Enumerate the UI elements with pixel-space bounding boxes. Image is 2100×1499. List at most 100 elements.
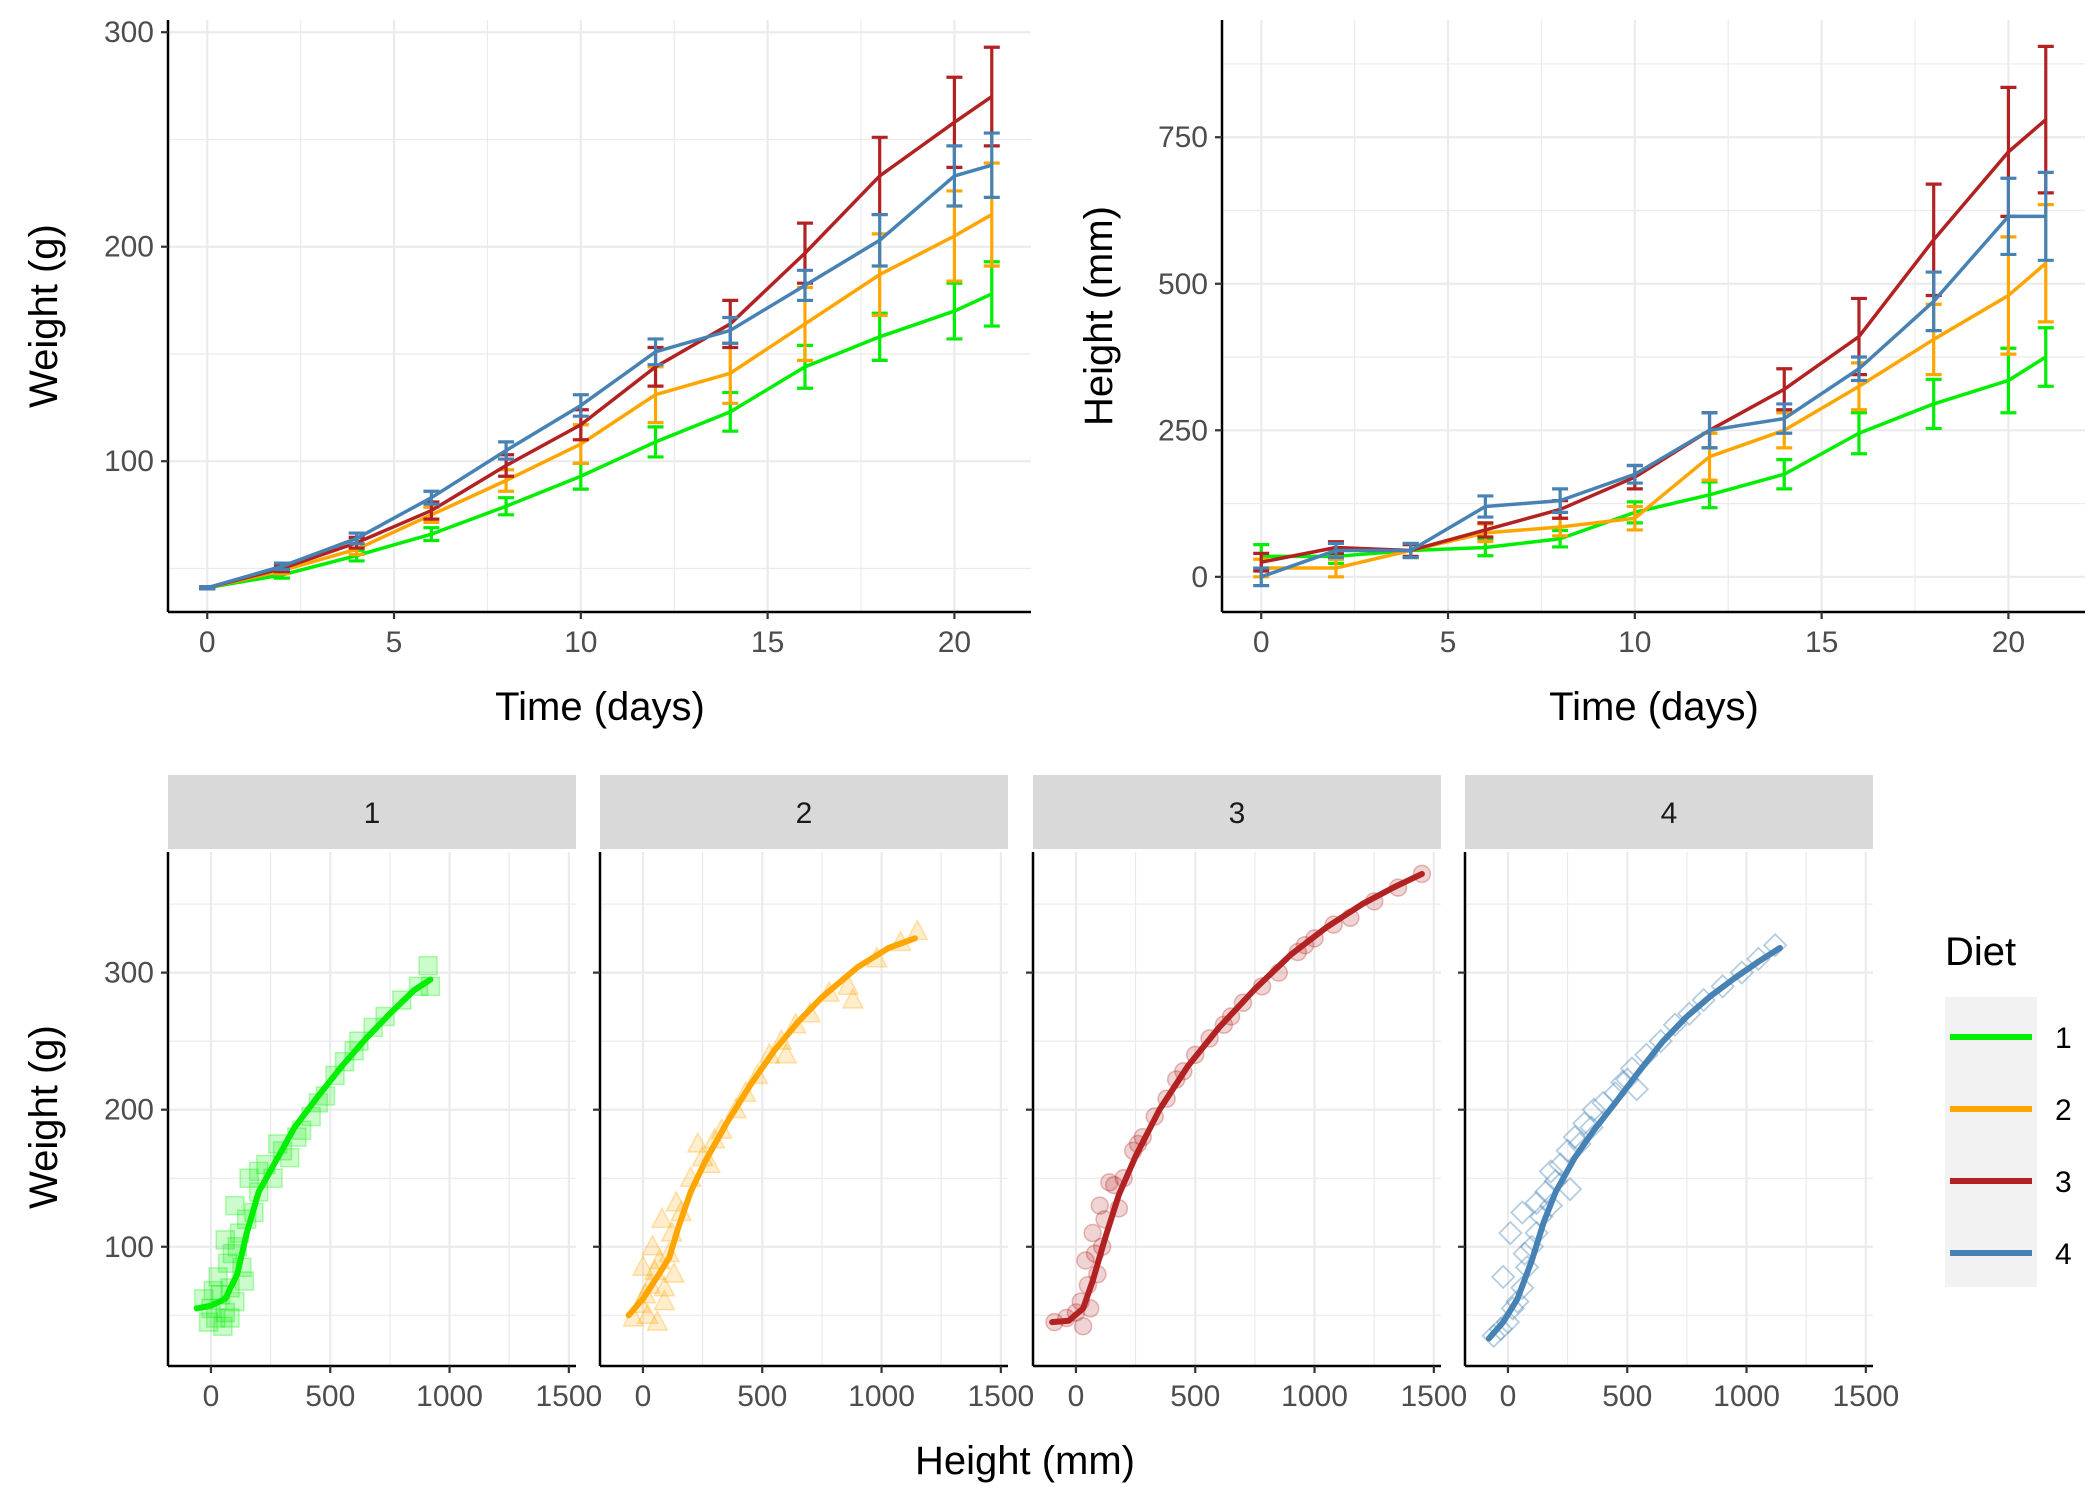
facet-strip-3 [1033,775,1441,849]
data-point [215,1302,236,1323]
facet-3-x-tick-label: 1000 [1281,1380,1348,1413]
height-time-panel: 0 5 10 15 20 0 250 500 750 Time (days) Height (mm) [1077,20,2085,729]
data-point [1581,1097,1607,1122]
data-point [203,1280,224,1301]
height-time-y-axis-title: Height (mm) [1077,206,1121,426]
facet-2-x-tick-label: 1500 [967,1380,1034,1413]
data-point [1490,1264,1516,1290]
facet-strip-1 [168,775,576,849]
smooth-line [1049,870,1425,1326]
facet-1-y-tick-label: 200 [104,1094,154,1127]
data-point [1548,1152,1573,1177]
facet-3-x-tick-label: 1500 [1400,1380,1467,1413]
series-line [206,95,993,590]
facet-strip-2 [600,775,1008,849]
legend-label-3: 3 [2055,1166,2072,1199]
facet-4-x-tick-label: 1500 [1832,1380,1899,1413]
smooth-line [625,935,918,1319]
data-point [1488,1316,1514,1342]
data-point [1505,1289,1530,1314]
facet-panel-1: 1 0 500 1000 1500 100 200 300 [104,775,602,1413]
data-point [653,1275,676,1297]
data-point [631,1254,655,1277]
weight-height-facets: 1 0 500 1000 1500 100 200 300 2 0 500 1000 1500 3 0 500… [22,775,1899,1483]
weight-time-y-tick-label: 100 [104,445,154,478]
facet-strip-label: 3 [1229,797,1246,830]
legend-item-1: 1 [1950,1022,2072,1055]
height-time-y-tick-label: 0 [1191,561,1208,594]
data-point [686,1131,710,1153]
facets-x-axis-title: Height (mm) [915,1439,1135,1483]
series-line [206,292,993,590]
weight-time-x-tick-label: 5 [386,626,403,659]
data-point [665,1190,688,1212]
height-time-x-tick-label: 15 [1805,626,1838,659]
facet-2-x-tick-label: 0 [635,1380,652,1413]
data-point [1076,1251,1095,1270]
data-point [208,1267,228,1287]
facet-1-y-tick-label: 100 [104,1231,154,1264]
data-point [1083,1223,1102,1243]
data-point [662,1261,686,1283]
data-point [220,1308,240,1328]
data-point [774,1042,798,1064]
data-point [418,956,438,976]
facet-panel-2: 2 0 500 1000 1500 [593,775,1034,1413]
facet-1-x-tick-label: 500 [305,1380,355,1413]
data-point [1538,1193,1564,1218]
data-point [1500,1296,1525,1321]
height-time-y-tick-label: 250 [1158,414,1208,447]
data-point [215,1230,236,1250]
facet-1-x-tick-label: 1000 [416,1380,483,1413]
legend-item-4: 4 [1950,1238,2072,1271]
legend: Diet 1 2 3 4 [1945,930,2072,1287]
data-point [1538,1159,1564,1184]
data-point [213,1316,233,1337]
facet-1-y-tick-label: 300 [104,957,154,990]
facet-3-x-tick-label: 500 [1170,1380,1220,1413]
facets-y-axis-title: Weight (g) [22,1025,66,1209]
data-point [1572,1111,1597,1136]
legend-label-1: 1 [2055,1022,2072,1055]
data-point [836,973,860,996]
weight-time-x-tick-label: 0 [199,626,216,659]
data-point [1498,1220,1523,1246]
weight-time-x-axis-title: Time (days) [495,685,705,729]
data-point [1090,1196,1110,1215]
legend-title: Diet [1945,930,2016,974]
height-time-x-tick-label: 10 [1618,626,1651,659]
weight-time-y-tick-label: 200 [104,231,154,264]
data-point [217,1253,238,1273]
facet-3-x-tick-label: 0 [1068,1380,1085,1413]
data-point [1533,1179,1559,1205]
weight-time-x-tick-label: 15 [751,626,784,659]
data-point [1555,1138,1580,1164]
facet-strip-4 [1465,775,1873,849]
weight-time-series-4 [199,131,1000,591]
series-line [206,163,993,590]
data-point [239,1168,259,1188]
smooth-line [193,976,434,1312]
smooth-line [1485,944,1783,1342]
height-time-x-tick-label: 20 [1992,626,2025,659]
data-point [1762,932,1788,958]
data-point [646,1309,669,1331]
facet-1-x-tick-label: 0 [203,1380,220,1413]
height-time-series-4 [1253,170,2054,588]
facet-strip-label: 2 [796,797,813,830]
data-point [641,1234,664,1256]
facet-4-x-tick-label: 1000 [1713,1380,1780,1413]
facet-strip-label: 1 [364,797,381,830]
legend-key-background [1945,997,2037,1287]
facet-2-x-tick-label: 1000 [848,1380,915,1413]
legend-item-2: 2 [1950,1094,2072,1127]
data-point [1481,1323,1506,1349]
data-point [1509,1200,1535,1225]
data-point [198,1312,219,1332]
series-line [206,213,993,590]
data-point [1100,1173,1119,1192]
facet-1-x-tick-label: 1500 [535,1380,602,1413]
